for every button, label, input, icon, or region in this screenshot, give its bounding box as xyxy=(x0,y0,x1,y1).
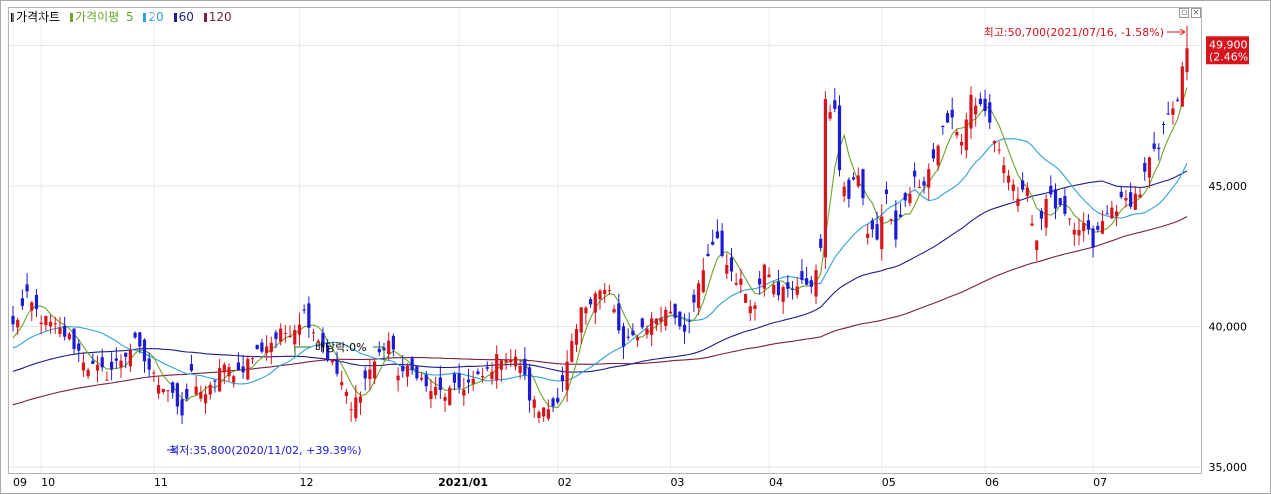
x-tick-label: 04 xyxy=(769,476,783,489)
y-tick-label: 35,000 xyxy=(1209,461,1248,474)
plot-area[interactable] xyxy=(8,7,1202,474)
legend-ma20[interactable]: 20 xyxy=(143,10,166,24)
x-tick-label: 09 xyxy=(13,476,27,489)
x-tick-label: 02 xyxy=(558,476,572,489)
x-tick-label: 11 xyxy=(154,476,168,489)
x-tick-label: 05 xyxy=(882,476,896,489)
legend-ma60[interactable]: 60 xyxy=(173,10,197,24)
x-tick-label: 10 xyxy=(41,476,55,489)
legend-ma120[interactable]: 120 xyxy=(203,10,235,24)
chart-legend: 가격차트 가격이평 5 20 60 120 xyxy=(11,8,238,25)
current-price-label: 49,900 xyxy=(1209,38,1248,51)
legend-price[interactable]: 가격차트 xyxy=(11,10,63,24)
legend-ma[interactable]: 가격이평 5 xyxy=(70,10,137,24)
current-price-box xyxy=(1206,36,1249,65)
y-tick-label: 40,000 xyxy=(1209,320,1248,333)
x-tick-label: 07 xyxy=(1093,476,1107,489)
restore-icon[interactable]: ▫ xyxy=(1179,8,1189,18)
window-controls: ▫ × xyxy=(1177,8,1201,18)
current-change-label: (2.46%) xyxy=(1209,50,1253,63)
x-tick-label: 03 xyxy=(670,476,684,489)
close-icon[interactable]: × xyxy=(1191,8,1201,18)
y-tick-label: 45,000 xyxy=(1209,180,1248,193)
x-tick-label: 06 xyxy=(985,476,999,489)
x-tick-label: 12 xyxy=(299,476,313,489)
x-tick-label: 2021/01 xyxy=(438,476,488,489)
